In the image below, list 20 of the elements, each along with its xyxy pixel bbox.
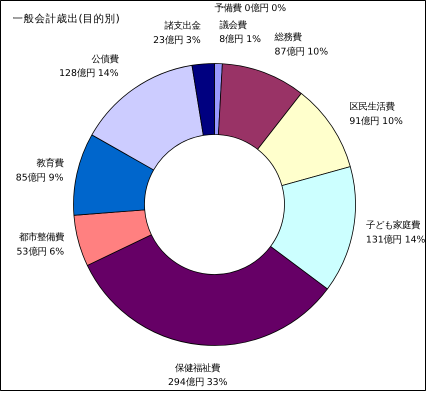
data-label: 85億円 9% xyxy=(16,172,64,184)
slice-label: 議会費 xyxy=(219,20,246,31)
chart-title: 一般会計歳出(目的別) xyxy=(12,12,120,25)
slice-label: 公債費 xyxy=(92,54,119,65)
data-label: 87億円 10% xyxy=(274,46,328,58)
data-label: 8億円 1% xyxy=(219,34,262,46)
slice-label: 教育費 xyxy=(36,158,64,170)
slice-label: 都市整備費 xyxy=(19,232,64,244)
category-label: 予備費 0億円 0% xyxy=(214,3,286,14)
data-label: 53億円 6% xyxy=(16,246,64,258)
data-label: 131億円 14% xyxy=(366,234,426,246)
data-label: 23億円 3% xyxy=(153,34,201,46)
slice-label: 子ども家庭費 xyxy=(366,220,420,232)
slice-label: 区民生活費 xyxy=(349,102,394,113)
slice-label: 保健福祉費 xyxy=(175,362,220,374)
data-label: 91億円 10% xyxy=(349,116,404,127)
slice-label: 総務費 xyxy=(274,32,302,44)
data-label: 128億円 14% xyxy=(59,68,119,80)
data-label: 294億円 33% xyxy=(168,377,228,388)
slice-label: 諸支出金 xyxy=(164,20,201,32)
